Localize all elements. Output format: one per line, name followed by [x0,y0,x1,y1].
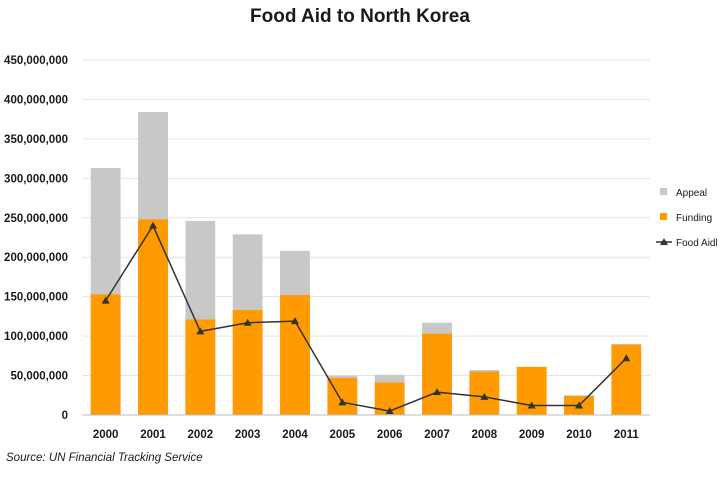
y-tick-label: 450,000,000 [4,55,68,67]
y-tick-label: 400,000,000 [4,94,68,106]
food-aid-marker [433,388,441,396]
bar-funding [185,319,216,415]
x-tick-label: 2008 [472,429,498,441]
x-tick-label: 2009 [519,429,545,441]
food-aid-marker [385,407,394,415]
gridlines [82,59,650,377]
y-tick-label: 0 [62,410,68,422]
legend: Appeal Funding Food Aidl [656,188,718,249]
legend-label: Appeal [676,188,707,199]
food-aid-marker [196,327,205,335]
bar-funding [232,310,263,415]
legend-label: Funding [676,213,712,224]
source-note: Source: UN Financial Tracking Service [6,452,203,464]
x-axis-ticks: 2000 2001 2002 2003 2004 2005 2006 2007 2008 2009… [93,429,640,441]
food-aid-marker [243,318,252,326]
x-tick-label: 2001 [140,429,166,441]
food-aid-marker [101,296,110,304]
chart-title: Food Aid to North Korea [250,6,470,27]
x-tick-label: 2006 [377,429,403,441]
food-aid-marker [527,401,536,409]
bars [90,112,642,416]
x-tick-label: 2002 [188,429,214,441]
bar-funding [138,219,168,415]
legend-label: Food Aidl [676,238,718,249]
x-tick-label: 2004 [282,429,308,441]
bar-funding [90,294,121,415]
y-tick-label: 350,000,000 [4,134,68,146]
y-tick-label: 300,000,000 [4,173,68,185]
x-tick-label: 2003 [235,429,261,441]
x-tick-label: 2005 [330,429,356,441]
legend-marker-food-aid [660,238,668,245]
food-aid-line [101,221,631,415]
x-tick-label: 2007 [424,429,450,441]
food-aid-marker [338,398,347,406]
food-aid-marker [622,354,631,362]
y-tick-label: 50,000,000 [10,371,68,383]
x-tick-label: 2010 [566,429,592,441]
y-axis-ticks: 0 50,000,000 100,000,000 150,000,000 200,000… [4,55,68,422]
legend-swatch-appeal [660,188,667,195]
legend-swatch-funding [660,213,667,220]
y-tick-label: 150,000,000 [4,292,68,304]
bar-funding [422,333,452,415]
y-tick-label: 100,000,000 [4,331,68,343]
food-aid-marker [149,221,157,229]
food-aid-polyline [105,224,627,412]
food-aid-marker [480,392,489,400]
y-tick-label: 250,000,000 [4,213,68,225]
x-tick-label: 2011 [614,429,640,441]
bar-funding [280,295,310,415]
x-tick-label: 2000 [93,429,119,441]
y-tick-label: 200,000,000 [4,252,68,264]
food-aid-marker [291,317,299,325]
food-aid-marker [575,401,583,409]
